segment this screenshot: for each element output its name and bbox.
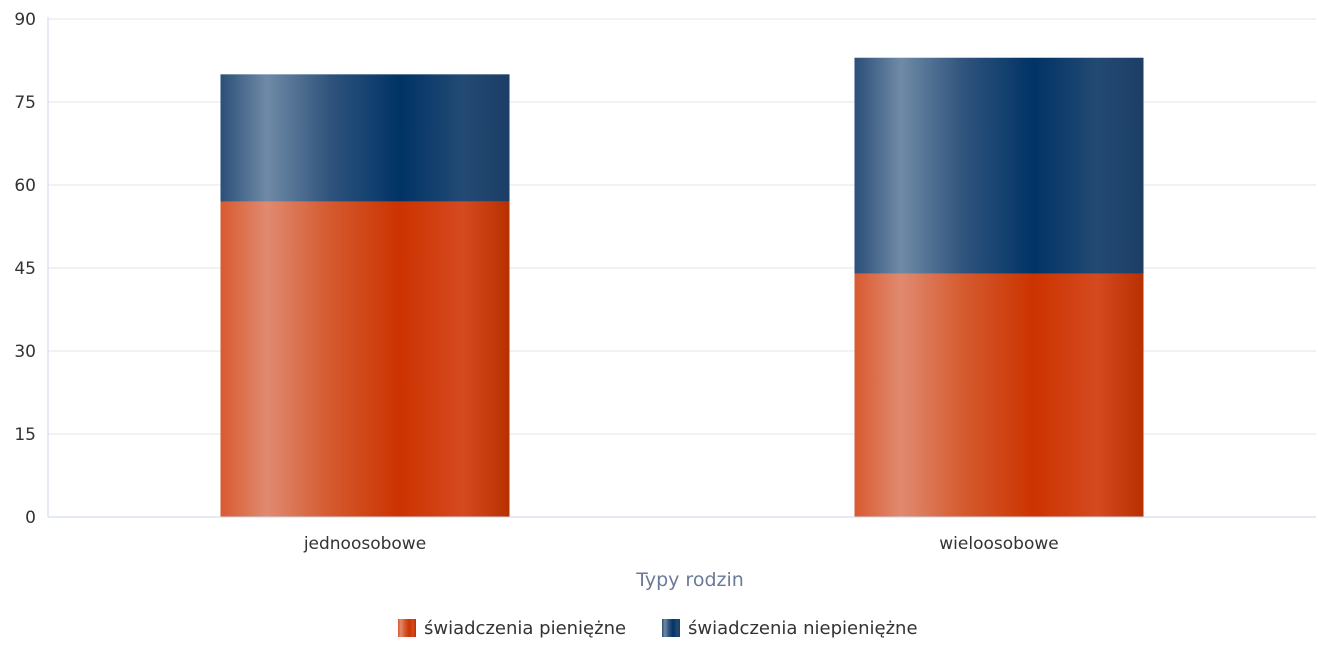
y-tick-label: 45 [14, 259, 36, 279]
legend-item: świadczenia niepieniężne [662, 618, 918, 639]
bar-segment [854, 273, 1144, 517]
axes: 0 15 30 45 60 75 90 jednoosobowe wieloosobowe [14, 10, 1316, 554]
legend-swatch [662, 619, 680, 637]
y-tick-label: 0 [25, 508, 36, 528]
x-tick-label: jednoosobowe [303, 534, 426, 554]
y-tick-label: 30 [14, 342, 36, 362]
x-tick-label: wieloosobowe [939, 534, 1058, 554]
legend: świadczenia pieniężne świadczenia niepien… [398, 618, 918, 639]
legend-swatch [398, 619, 416, 637]
x-axis-title: Typy rodzin [635, 569, 744, 591]
y-tick-label: 75 [14, 93, 36, 113]
legend-label: świadczenia niepieniężne [688, 618, 918, 639]
y-tick-label: 60 [14, 176, 36, 196]
legend-item: świadczenia pieniężne [398, 618, 626, 639]
y-tick-label: 90 [14, 10, 36, 30]
bar-segment [220, 201, 510, 517]
bar-segment [854, 57, 1144, 274]
bars [220, 57, 1144, 517]
y-tick-label: 15 [14, 425, 36, 445]
bar-segment [220, 74, 510, 202]
legend-label: świadczenia pieniężne [424, 618, 626, 639]
